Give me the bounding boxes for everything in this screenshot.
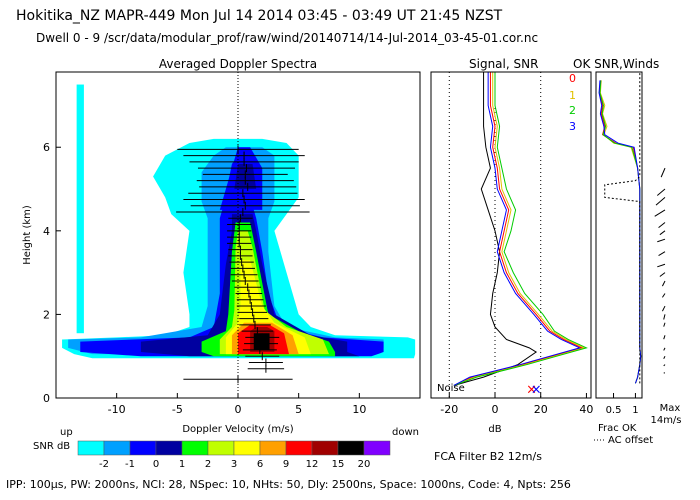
chart-title-line2: Dwell 0 - 9 /scr/data/modular_prof/raw/w… — [36, 31, 539, 45]
spectra-ytick-label: 0 — [43, 392, 50, 405]
wind-vector-19 — [660, 167, 666, 178]
snr-xlabel: dB — [488, 424, 501, 435]
snr-series-1 — [453, 72, 586, 386]
spectra-xtick-label: -5 — [172, 403, 183, 416]
snr-legend-2: 2 — [569, 104, 576, 117]
wind-vector-3 — [663, 347, 666, 351]
colorbar-swatch-10 — [337, 440, 365, 456]
colorbar-level-4: 2 — [205, 459, 211, 470]
wind-vector-10 — [659, 272, 666, 277]
colorbar-swatch-5 — [207, 440, 235, 456]
colorbar-swatch-9 — [311, 440, 339, 456]
wind-vector-18 — [656, 188, 666, 196]
okfrac-xtick-label: 1 — [632, 405, 638, 416]
spectra-ytick-label: 2 — [43, 308, 50, 321]
clutter-stripe — [76, 84, 84, 334]
wind-max-value: 14m/s — [650, 415, 681, 426]
noise-marker-0: × — [526, 383, 537, 398]
okfrac-series-3 — [598, 80, 642, 384]
colorbar-level-7: 9 — [283, 459, 289, 470]
wind-vector-7 — [661, 305, 666, 312]
snr-xtick-label: 40 — [579, 403, 593, 416]
okfrac-axes-frame — [595, 71, 643, 399]
wind-vector-4 — [663, 335, 666, 340]
wind-vector-15 — [658, 222, 666, 228]
noise-label: Noise — [437, 383, 465, 394]
contour-level-20 — [253, 333, 270, 350]
okfrac-series-AC-offset — [604, 72, 641, 384]
wind-vector-11 — [657, 263, 666, 268]
colorbar-swatch-3 — [155, 440, 183, 456]
snr-xtick-label: 20 — [534, 403, 548, 416]
colorbar-level-0: -2 — [99, 459, 109, 470]
wind-vector-17 — [655, 197, 666, 206]
snr-axes-frame — [430, 71, 592, 399]
ac-offset-label: AC offset — [608, 435, 653, 446]
colorbar-level-9: 15 — [332, 459, 345, 470]
colorbar-swatch-2 — [129, 440, 157, 456]
wind-vector-8 — [662, 293, 666, 298]
snr-series-Signal — [453, 72, 538, 386]
wind-vector-5 — [663, 322, 666, 327]
spectra-xlabel: Doppler Velocity (m/s) — [182, 424, 293, 435]
spectra-xtick-label: 0 — [235, 403, 242, 416]
colorbar-level-5: 3 — [231, 459, 237, 470]
snr-series-3 — [453, 72, 582, 386]
spectra-ytick-label: 6 — [43, 141, 50, 154]
okfrac-xlabel: Frac OK — [598, 423, 637, 434]
snr-series-0 — [453, 72, 584, 386]
snr-legend-0: 0 — [569, 72, 576, 85]
wind-vector-16 — [654, 209, 666, 217]
okfrac-series-2 — [599, 80, 642, 384]
spectra-xend-right: down — [392, 427, 419, 438]
spectra-xend-left: up — [60, 427, 73, 438]
snr-xtick-label: -20 — [440, 403, 458, 416]
snr-title: Signal, SNR — [469, 57, 538, 71]
colorbar-swatch-11 — [363, 440, 391, 456]
okfrac-xtick-label: 0.5 — [606, 405, 622, 416]
spectra-xtick-label: -10 — [108, 403, 126, 416]
colorbar-level-8: 12 — [306, 459, 319, 470]
radar-parameters: IPP: 100μs, PW: 2000ns, NCI: 28, NSpec: … — [6, 478, 571, 491]
spectra-ylabel: Height (km) — [22, 205, 33, 265]
colorbar-swatch-7 — [259, 440, 287, 456]
colorbar-swatch-1 — [103, 440, 131, 456]
wind-vector-6 — [663, 314, 666, 320]
spectra-ytick-label: 4 — [43, 225, 50, 238]
colorbar-level-2: 0 — [153, 459, 159, 470]
colorbar-swatch-4 — [181, 440, 209, 456]
colorbar-level-1: -1 — [125, 459, 135, 470]
fca-filter-label: FCA Filter B2 12m/s — [434, 450, 542, 463]
okfrac-title: OK SNR,Winds — [573, 57, 659, 71]
colorbar-level-6: 6 — [257, 459, 263, 470]
colorbar-swatch-8 — [285, 440, 313, 456]
colorbar-label: SNR dB — [33, 441, 70, 452]
colorbar-level-3: 1 — [179, 459, 185, 470]
wind-vector-2 — [663, 355, 666, 360]
colorbar-level-10: 20 — [358, 459, 371, 470]
wind-max-label: Max — [660, 403, 681, 414]
colorbar-swatch-6 — [233, 440, 261, 456]
colorbar-swatch-0 — [77, 440, 105, 456]
wind-vector-13 — [657, 238, 666, 243]
okfrac-series-1 — [599, 80, 642, 384]
wind-vector-12 — [658, 251, 666, 257]
wind-vector-14 — [659, 230, 666, 236]
chart-title-line1: Hokitika_NZ MAPR-449 Mon Jul 14 2014 03:… — [16, 8, 503, 24]
snr-series-2 — [453, 72, 588, 386]
wind-vector-1 — [663, 364, 666, 367]
spectra-title: Averaged Doppler Spectra — [159, 57, 317, 71]
spectra-xtick-label: 10 — [352, 403, 366, 416]
spectra-xtick-label: 5 — [295, 403, 302, 416]
snr-legend-3: 3 — [569, 120, 576, 133]
noise-marker-3: × — [531, 383, 542, 398]
wind-vector-9 — [661, 280, 666, 287]
snr-xtick-label: 0 — [492, 403, 499, 416]
snr-legend-1: 1 — [569, 89, 576, 102]
